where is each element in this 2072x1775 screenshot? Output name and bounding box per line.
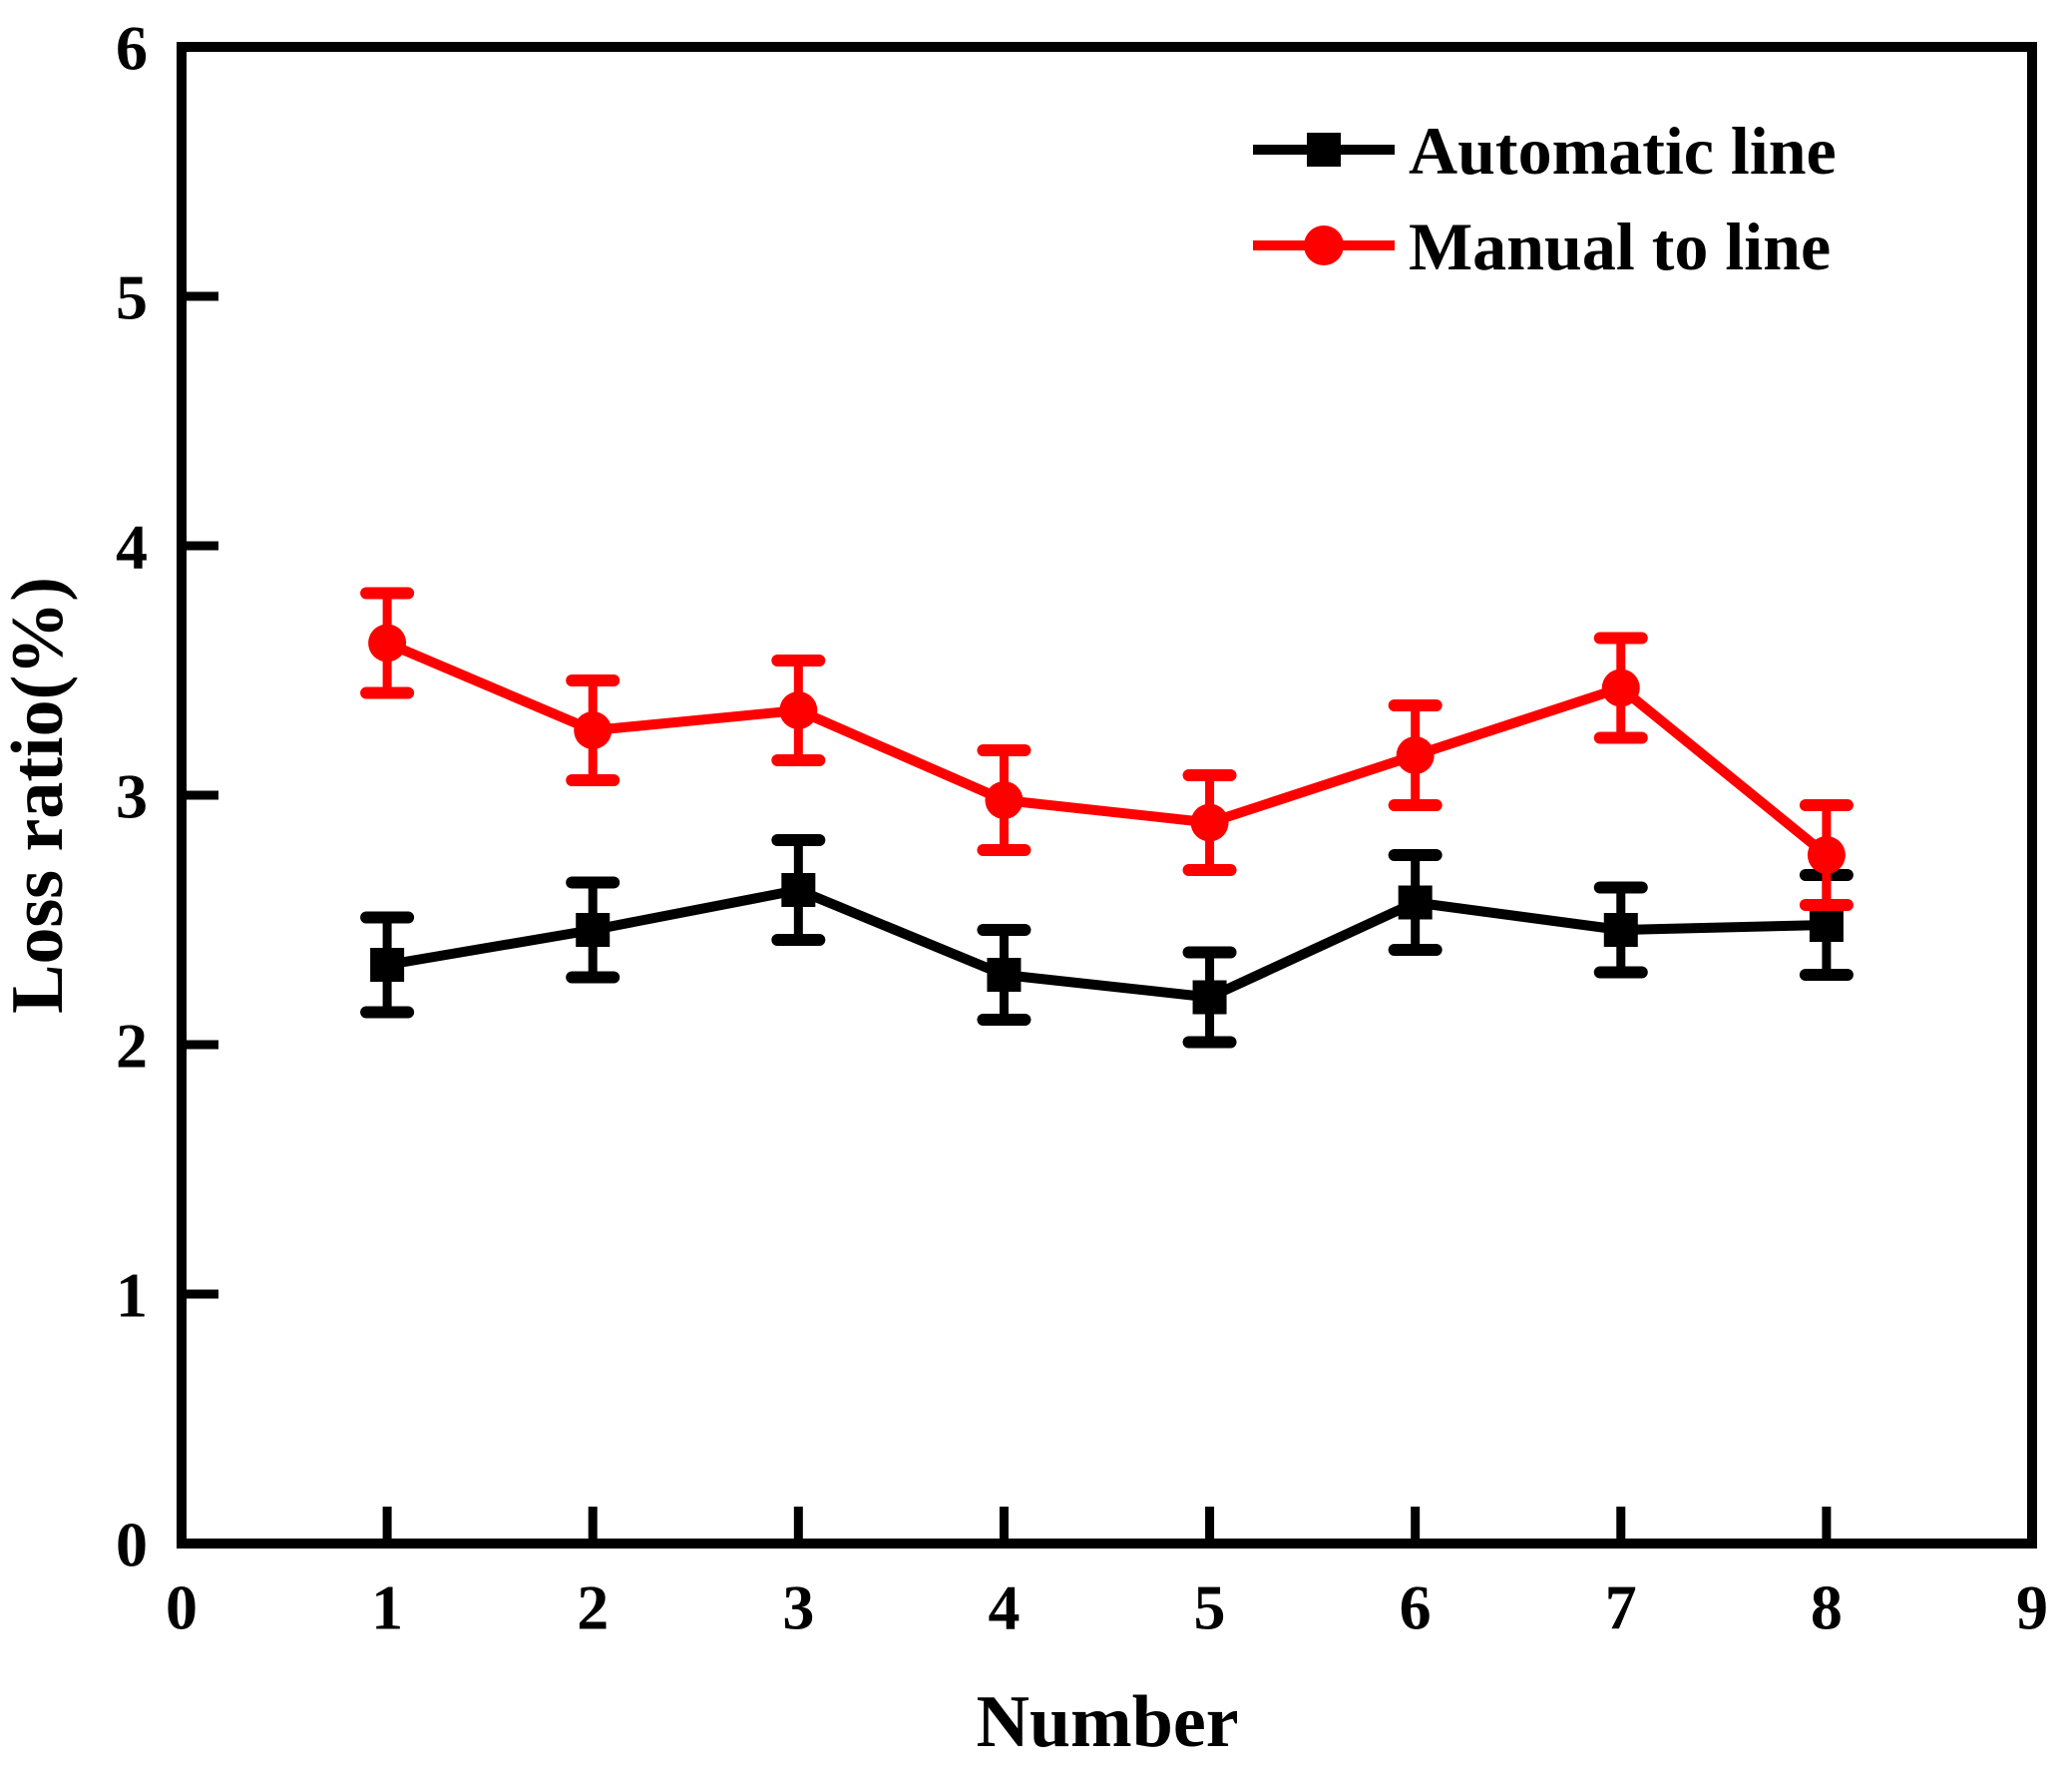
x-tick-label: 8 bbox=[1811, 1571, 1843, 1642]
data-point-automatic-line bbox=[987, 958, 1022, 992]
y-tick-label: 1 bbox=[116, 1259, 148, 1330]
data-point-manual-to-line bbox=[1396, 736, 1435, 774]
x-tick-label: 7 bbox=[1605, 1571, 1637, 1642]
data-point-automatic-line bbox=[1192, 980, 1227, 1015]
y-tick-label: 5 bbox=[116, 261, 148, 332]
y-tick-label: 0 bbox=[116, 1509, 148, 1579]
x-tick-label: 5 bbox=[1194, 1571, 1226, 1642]
legend-circle-marker-icon bbox=[1304, 225, 1344, 265]
y-tick-label: 6 bbox=[116, 12, 148, 83]
y-tick-label: 3 bbox=[116, 760, 148, 831]
series-line-manual-to-line bbox=[385, 638, 1831, 859]
data-point-automatic-line bbox=[1603, 913, 1638, 947]
x-tick-label: 6 bbox=[1400, 1571, 1432, 1642]
data-point-manual-to-line bbox=[1601, 668, 1640, 707]
y-tick-label: 4 bbox=[116, 511, 148, 582]
legend-label-automatic-line: Automatic line bbox=[1409, 113, 1837, 189]
legend-item-automatic-line: Automatic line bbox=[1253, 113, 1837, 189]
data-point-automatic-line bbox=[370, 948, 405, 982]
data-point-manual-to-line bbox=[985, 781, 1024, 819]
legend-item-manual-to-line: Manual to line bbox=[1253, 209, 1831, 284]
data-point-automatic-line bbox=[781, 873, 816, 907]
x-tick-label: 3 bbox=[782, 1571, 814, 1642]
series-line-automatic-line bbox=[386, 885, 1828, 1003]
x-tick-label: 4 bbox=[988, 1571, 1020, 1642]
data-point-manual-to-line bbox=[574, 711, 613, 749]
x-tick-label: 9 bbox=[2016, 1571, 2048, 1642]
x-tick-label: 1 bbox=[371, 1571, 403, 1642]
data-point-manual-to-line bbox=[1807, 836, 1846, 874]
x-axis-title: Number bbox=[976, 1681, 1238, 1763]
x-tick-label: 0 bbox=[166, 1571, 198, 1642]
data-point-automatic-line bbox=[576, 913, 611, 947]
y-axis-title: Loss ratio(%) bbox=[0, 577, 79, 1014]
data-point-automatic-line bbox=[1809, 908, 1844, 942]
legend: Automatic line Manual to line bbox=[1253, 113, 1837, 284]
legend-label-manual-to-line: Manual to line bbox=[1409, 209, 1831, 284]
legend-square-marker-icon bbox=[1307, 133, 1341, 167]
plot-area: 0 1 2 3 4 5 6 0 1 2 3 4 5 6 7 8 9 bbox=[116, 12, 2048, 1642]
plot-frame bbox=[177, 42, 2037, 1549]
data-point-automatic-line bbox=[1398, 885, 1433, 920]
data-point-manual-to-line bbox=[368, 624, 407, 663]
data-point-manual-to-line bbox=[1190, 803, 1229, 842]
y-tick-label: 2 bbox=[116, 1010, 148, 1081]
data-point-manual-to-line bbox=[779, 691, 818, 729]
x-tick-label: 2 bbox=[577, 1571, 609, 1642]
